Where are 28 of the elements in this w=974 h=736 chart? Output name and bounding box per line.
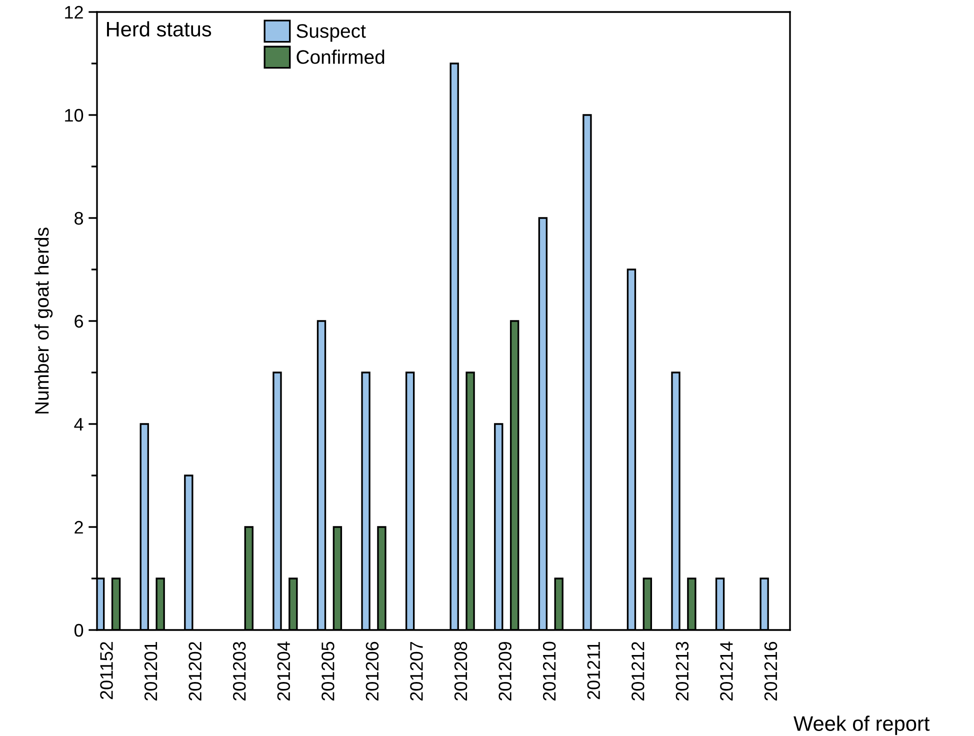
y-tick-label: 8 [74,212,84,225]
x-tick-label: 201212 [632,642,644,700]
y-axis-title: Number of goat herds [34,228,53,414]
x-tick-label: 201202 [188,642,202,700]
y-tick-label: 12 [65,6,83,19]
legend-label: Suspect [296,24,366,42]
x-tick-label: 201214 [720,642,733,700]
y-tick-label: 2 [74,520,83,534]
x-tick-label: 201204 [277,642,290,700]
x-tick-label: 201201 [144,642,158,700]
y-tick-label: 0 [74,624,84,637]
x-axis-title: Week of report [794,716,930,736]
x-tick-label: 201213 [676,642,689,700]
x-tick-label: 201210 [542,642,556,700]
legend-label: Confirmed [296,50,384,64]
x-tick-label: 201208 [454,642,468,700]
x-tick-label: 201203 [232,642,246,700]
y-tick-label: 10 [65,108,84,122]
x-tick-label: 201152 [100,642,113,700]
x-tick-label: 201206 [366,642,379,700]
x-tick-label: 201209 [498,642,512,700]
x-tick-label: 201205 [322,642,334,700]
y-tick-label: 4 [74,418,84,431]
x-tick-label: 201216 [764,642,778,700]
x-tick-label: 201211 [587,642,600,700]
x-tick-label: 201207 [410,642,423,700]
y-tick-label: 6 [74,314,84,328]
legend-title: Herd status [107,21,212,37]
